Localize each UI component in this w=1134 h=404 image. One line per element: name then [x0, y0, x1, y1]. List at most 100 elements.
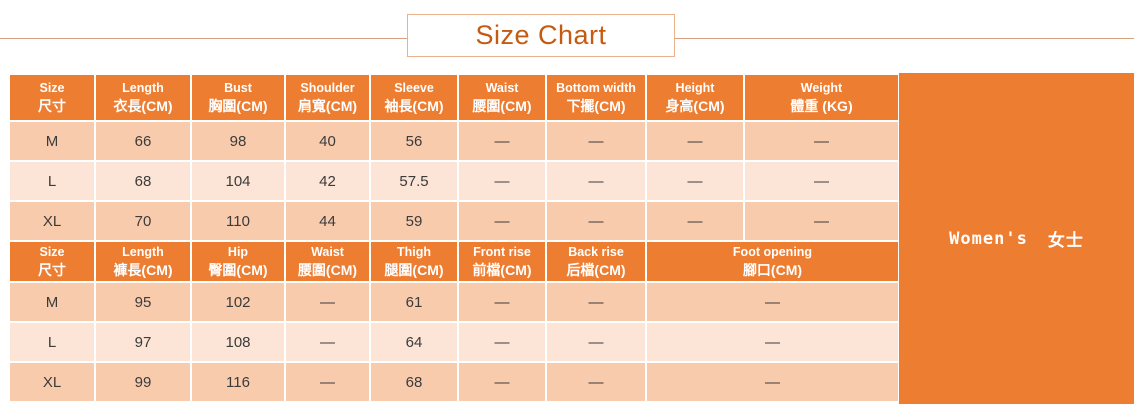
header-cell-length: Length 褲長(CM) [94, 240, 192, 283]
header-cell-height: Height 身高(CM) [645, 73, 745, 122]
header-label-en: Back rise [568, 245, 624, 260]
header-cell-size: Size 尺寸 [8, 73, 96, 122]
data-cell: — [645, 200, 745, 242]
data-cell: — [284, 361, 371, 403]
data-cell: 64 [369, 321, 459, 363]
data-cell: — [545, 281, 647, 323]
header-label-zh: 褲長(CM) [113, 261, 173, 278]
data-cell: — [284, 321, 371, 363]
header-cell-waist: Waist 腰圍(CM) [457, 73, 547, 122]
size-cell: XL [8, 361, 96, 403]
tops-row-m: M 66 98 40 56 — — — — [8, 120, 900, 162]
women-side-panel: Women's 女士 [899, 73, 1134, 404]
header-label-zh: 肩寬(CM) [297, 97, 358, 114]
data-cell: 59 [369, 200, 459, 242]
header-label-zh: 腳口(CM) [742, 261, 803, 278]
header-cell-bust: Bust 胸圍(CM) [190, 73, 286, 122]
header-label-en: Bottom width [556, 81, 636, 96]
header-label-zh: 衣長(CM) [113, 97, 173, 114]
header-label-en: Size [39, 245, 65, 260]
data-cell: 68 [369, 361, 459, 403]
size-cell: XL [8, 200, 96, 242]
header-cell-size: Size 尺寸 [8, 240, 96, 283]
header-label-zh: 腿圍(CM) [384, 261, 444, 278]
pants-row-xl: XL 99 116 — 68 — — — [8, 361, 900, 403]
data-cell: 40 [284, 120, 371, 162]
header-cell-shoulder: Shoulder 肩寬(CM) [284, 73, 371, 122]
size-cell: L [8, 321, 96, 363]
header-label-en: Bust [224, 81, 252, 96]
data-cell: 70 [94, 200, 192, 242]
size-cell: L [8, 160, 96, 202]
data-cell: 68 [94, 160, 192, 202]
header-label-en: Thigh [396, 245, 431, 260]
header-cell-weight: Weight 體重 (KG) [743, 73, 900, 122]
data-cell: 97 [94, 321, 192, 363]
header-label-en: Hip [227, 245, 249, 260]
data-cell: 44 [284, 200, 371, 242]
data-cell: — [743, 160, 900, 202]
header-label-zh: 尺寸 [38, 261, 66, 278]
data-cell: 99 [94, 361, 192, 403]
data-cell: — [284, 281, 371, 323]
page-title-box: Size Chart [407, 14, 675, 57]
data-cell: 108 [190, 321, 286, 363]
header-label-zh: 后檔(CM) [566, 261, 626, 278]
data-cell: — [545, 200, 647, 242]
data-cell: — [645, 361, 900, 403]
data-cell: — [457, 321, 547, 363]
header-label-zh: 尺寸 [38, 97, 66, 114]
data-cell: 95 [94, 281, 192, 323]
data-cell: 104 [190, 160, 286, 202]
header-label-en: Length [122, 81, 164, 96]
data-cell: — [743, 120, 900, 162]
header-label-en: Sleeve [394, 81, 434, 96]
header-cell-thigh: Thigh 腿圍(CM) [369, 240, 459, 283]
header-cell-foot-opening: Foot opening 腳口(CM) [645, 240, 900, 283]
data-cell: — [645, 160, 745, 202]
header-cell-back-rise: Back rise 后檔(CM) [545, 240, 647, 283]
header-label-en: Foot opening [732, 245, 813, 260]
header-label-en: Size [39, 81, 65, 96]
header-label-en: Front rise [473, 245, 531, 260]
data-cell: 61 [369, 281, 459, 323]
size-cell: M [8, 281, 96, 323]
header-cell-length: Length 衣長(CM) [94, 73, 192, 122]
data-cell: 116 [190, 361, 286, 403]
header-label-zh: 身高(CM) [665, 97, 725, 114]
header-cell-hip: Hip 臀圍(CM) [190, 240, 286, 283]
header-label-zh: 腰圍(CM) [297, 261, 358, 278]
header-label-zh: 下擺(CM) [566, 97, 626, 114]
data-cell: — [743, 200, 900, 242]
header-cell-bottom-width: Bottom width 下擺(CM) [545, 73, 647, 122]
data-cell: — [457, 361, 547, 403]
size-cell: M [8, 120, 96, 162]
tops-row-xl: XL 70 110 44 59 — — — — [8, 200, 900, 242]
pants-row-l: L 97 108 — 64 — — — [8, 321, 900, 363]
tops-row-l: L 68 104 42 57.5 — — — — [8, 160, 900, 202]
header-label-en: Length [122, 245, 164, 260]
data-cell: — [545, 361, 647, 403]
header-label-zh: 袖長(CM) [384, 97, 444, 114]
header-label-en: Height [675, 81, 715, 96]
data-cell: — [545, 321, 647, 363]
header-cell-sleeve: Sleeve 袖長(CM) [369, 73, 459, 122]
data-cell: — [645, 120, 745, 162]
data-cell: — [457, 120, 547, 162]
header-label-en: Shoulder [300, 81, 355, 96]
header-cell-front-rise: Front rise 前檔(CM) [457, 240, 547, 283]
data-cell: 56 [369, 120, 459, 162]
data-cell: 66 [94, 120, 192, 162]
data-cell: 110 [190, 200, 286, 242]
header-label-zh: 腰圍(CM) [472, 97, 532, 114]
pants-row-m: M 95 102 — 61 — — — [8, 281, 900, 323]
data-cell: — [457, 281, 547, 323]
pants-header-row: Size 尺寸 Length 褲長(CM) Hip 臀圍(CM) Waist 腰圍(CM… [8, 240, 900, 283]
size-table: Size 尺寸 Length 衣長(CM) Bust 胸圍(CM) Shoulder 肩… [8, 73, 900, 403]
data-cell: 102 [190, 281, 286, 323]
header-label-zh: 體重 (KG) [790, 97, 853, 114]
header-label-zh: 臀圍(CM) [208, 261, 268, 278]
data-cell: — [645, 281, 900, 323]
data-cell: — [545, 120, 647, 162]
